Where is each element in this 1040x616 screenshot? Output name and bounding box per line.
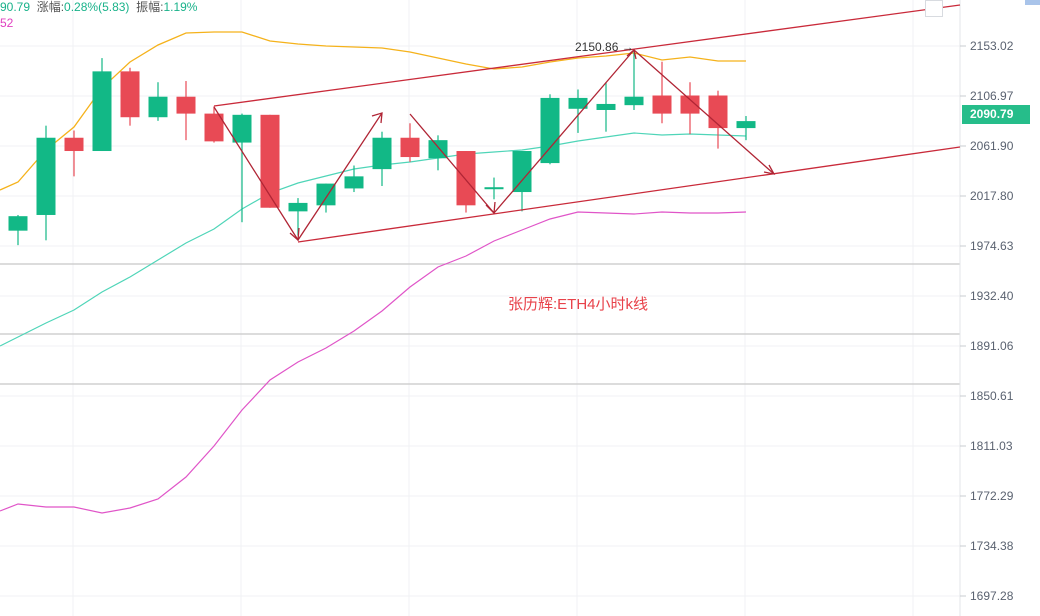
candle[interactable] [372, 131, 392, 187]
amplitude-value: 1.19% [163, 0, 198, 14]
ma-magenta-line [0, 211, 747, 514]
candle[interactable] [428, 135, 448, 171]
candle[interactable] [540, 94, 560, 165]
candle[interactable] [260, 114, 280, 208]
candle[interactable] [120, 67, 140, 126]
price-axis-label: 2061.90 [970, 139, 1014, 153]
price-axis-label: 1974.63 [970, 239, 1014, 253]
price-axis-label: 1891.06 [970, 339, 1014, 353]
candle[interactable] [36, 125, 56, 241]
change-label: 涨幅: [36, 0, 65, 14]
candle[interactable] [92, 58, 112, 152]
candle[interactable] [148, 82, 168, 121]
candle[interactable] [400, 123, 420, 162]
candle[interactable] [64, 130, 84, 177]
amplitude-label: 振幅: [136, 0, 164, 14]
price-axis-label: 2017.80 [970, 189, 1014, 203]
price-axis-label: 2153.02 [970, 39, 1014, 53]
candle[interactable] [232, 113, 252, 223]
grid-lines [0, 0, 960, 616]
price-axis-label: 1734.38 [970, 539, 1014, 553]
candle[interactable] [484, 177, 504, 200]
candle[interactable] [680, 82, 700, 135]
trend-channel [213, 4, 961, 243]
ma-orange-line [0, 31, 746, 191]
price-axis-label: 1697.28 [970, 589, 1014, 603]
horizontal-levels [0, 263, 960, 385]
last-price-fragment: 90.79 [0, 0, 31, 14]
candle[interactable] [456, 151, 476, 213]
candle[interactable] [288, 198, 308, 236]
price-axis-label: 1932.40 [970, 289, 1014, 303]
ma-teal-line [0, 132, 747, 347]
candle[interactable] [624, 49, 644, 110]
price-header: 90.79 涨幅:0.28%(5.83) 振幅:1.19% [0, 0, 197, 15]
candle[interactable] [8, 214, 28, 246]
price-axis-label: 1811.03 [970, 439, 1013, 453]
candle[interactable] [736, 116, 756, 141]
price-axis-label: 1850.61 [970, 389, 1014, 403]
change-value: 0.28%(5.83) [64, 0, 130, 14]
price-axis-label: 2106.97 [970, 89, 1014, 103]
axis-ticks [960, 45, 966, 597]
candle[interactable] [596, 82, 616, 132]
candle[interactable] [652, 61, 672, 124]
top-right-indicator [1025, 0, 1040, 5]
chart-annotation-title: 张历辉:ETH4小时k线 [508, 296, 649, 313]
candle[interactable] [204, 106, 224, 143]
candles [8, 49, 756, 246]
current-price-tag: 2090.79 [962, 105, 1030, 124]
candle[interactable] [344, 165, 364, 193]
zigzag-arrows [213, 48, 776, 242]
candle[interactable] [708, 90, 728, 149]
peak-price-label: 2150.86 → [575, 40, 634, 54]
corner-toggle-button[interactable] [925, 0, 943, 17]
candle[interactable] [568, 89, 588, 133]
candle[interactable] [176, 81, 196, 141]
price-axis-label: 1772.29 [970, 489, 1014, 503]
ma-value-fragment: 52 [0, 16, 14, 30]
